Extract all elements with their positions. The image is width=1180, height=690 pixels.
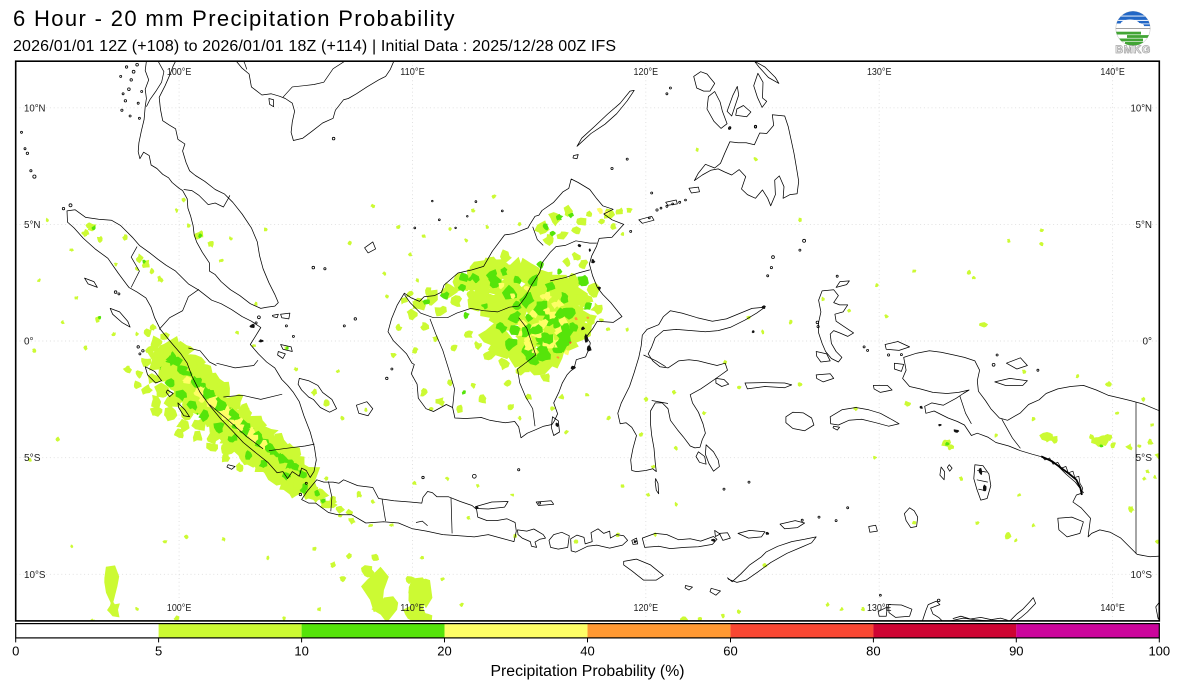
svg-text:90: 90 [1009,644,1023,659]
svg-text:0: 0 [12,644,19,659]
svg-text:10°S: 10°S [1131,569,1153,581]
svg-text:110°E: 110°E [400,602,425,614]
svg-text:60: 60 [723,644,737,659]
svg-text:40: 40 [580,644,594,659]
svg-text:10°N: 10°N [24,102,46,114]
svg-text:100°E: 100°E [167,602,192,614]
svg-text:0°: 0° [1143,336,1153,348]
svg-text:100: 100 [1148,644,1170,659]
svg-text:10: 10 [294,644,308,659]
svg-text:20: 20 [437,644,451,659]
svg-text:5°S: 5°S [24,452,41,464]
svg-text:Precipitation Probability (%): Precipitation Probability (%) [491,663,685,680]
svg-text:140°E: 140°E [1100,602,1125,614]
svg-text:5°N: 5°N [24,219,41,231]
svg-text:5°N: 5°N [1136,219,1153,231]
svg-text:120°E: 120°E [634,602,659,614]
svg-text:5: 5 [155,644,162,659]
svg-text:140°E: 140°E [1100,66,1125,78]
svg-text:130°E: 130°E [867,602,892,614]
svg-text:BMKG: BMKG [1115,44,1151,56]
svg-text:10°S: 10°S [24,569,46,581]
svg-text:0°: 0° [24,336,34,348]
svg-text:110°E: 110°E [400,66,425,78]
svg-text:120°E: 120°E [634,66,659,78]
svg-text:5°S: 5°S [1136,452,1153,464]
svg-text:10°N: 10°N [1131,102,1153,114]
svg-text:130°E: 130°E [867,66,892,78]
svg-text:80: 80 [866,644,880,659]
svg-text:100°E: 100°E [167,66,192,78]
